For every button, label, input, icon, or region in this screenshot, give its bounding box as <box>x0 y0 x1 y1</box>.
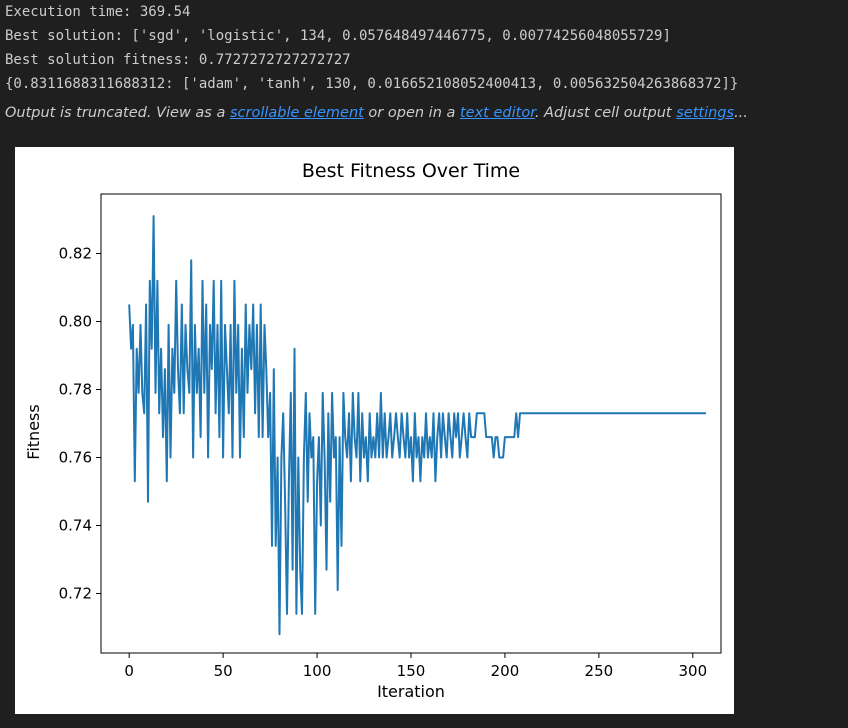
y-tick-label: 0.80 <box>59 313 92 331</box>
x-tick-label: 50 <box>214 662 233 680</box>
x-tick-label: 0 <box>124 662 134 680</box>
fitness-dict-line: {0.8311688311688312: ['adam', 'tanh', 13… <box>5 76 739 92</box>
settings-link[interactable]: settings <box>676 105 735 121</box>
truncation-middle: or open in a <box>363 105 460 121</box>
chart-title: Best Fitness Over Time <box>302 160 520 182</box>
truncation-suffix: ... <box>734 105 748 121</box>
best-solution-line: Best solution: ['sgd', 'logistic', 134, … <box>5 28 671 44</box>
truncation-prefix: Output is truncated. View as a <box>5 105 230 121</box>
plot-image: Best Fitness Over Time 0 50 100 150 200 250 30… <box>15 147 734 714</box>
x-tick-label: 200 <box>491 662 520 680</box>
y-tick-label: 0.74 <box>59 517 92 535</box>
truncation-notice: Output is truncated. View as a scrollabl… <box>5 101 748 125</box>
x-tick-label: 150 <box>397 662 426 680</box>
best-fitness-line: Best solution fitness: 0.772727272727272… <box>5 52 351 68</box>
x-axis-label: Iteration <box>377 682 445 701</box>
x-tick-label: 300 <box>678 662 707 680</box>
y-tick-label: 0.72 <box>59 585 92 603</box>
truncation-middle2: . Adjust cell output <box>534 105 677 121</box>
y-tick-label: 0.78 <box>59 381 92 399</box>
x-axis-ticks: 0 50 100 150 200 250 300 <box>124 653 707 680</box>
y-tick-label: 0.76 <box>59 449 92 467</box>
scrollable-element-link[interactable]: scrollable element <box>229 105 364 121</box>
y-tick-label: 0.82 <box>59 245 92 263</box>
text-editor-link[interactable]: text editor <box>460 105 535 121</box>
series-layer <box>128 215 706 636</box>
y-axis-ticks: 0.72 0.74 0.76 0.78 0.80 0.82 <box>59 245 101 603</box>
fitness-series-line <box>128 215 706 636</box>
x-tick-label: 100 <box>303 662 332 680</box>
x-tick-label: 250 <box>585 662 614 680</box>
fitness-chart: Best Fitness Over Time 0 50 100 150 200 250 30… <box>24 160 722 701</box>
execution-time-line: Execution time: 369.54 <box>5 4 191 20</box>
y-axis-label: Fitness <box>24 404 43 459</box>
